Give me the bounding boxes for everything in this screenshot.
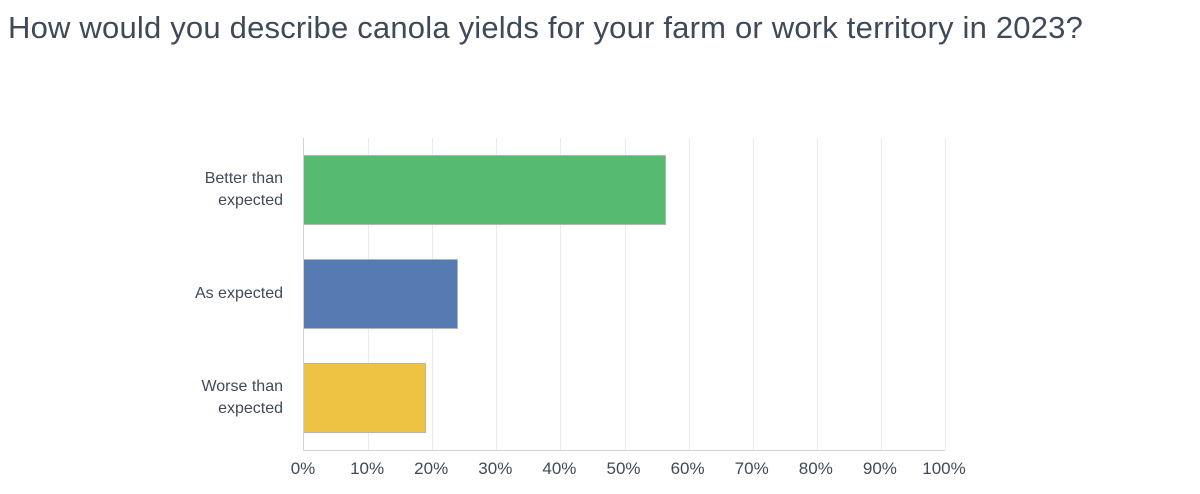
gridline bbox=[496, 138, 498, 450]
x-tick-label: 0% bbox=[290, 459, 316, 478]
gridline bbox=[560, 138, 562, 450]
chart-question-title: How would you describe canola yields for… bbox=[8, 10, 1084, 45]
x-tick-label: 20% bbox=[414, 459, 449, 478]
bar-worse-than-expected bbox=[304, 363, 426, 433]
gridline bbox=[688, 138, 690, 450]
category-label: Better than expected bbox=[204, 170, 283, 209]
x-tick-label: 30% bbox=[478, 459, 513, 478]
bar-better-than-expected bbox=[304, 155, 667, 225]
x-tick-label: 100% bbox=[922, 459, 966, 478]
category-label: As expected bbox=[194, 285, 283, 302]
x-tick-label: 40% bbox=[542, 459, 577, 478]
category-label: Worse than expected bbox=[201, 378, 283, 417]
x-tick-label: 80% bbox=[798, 459, 833, 478]
percent-axis: 0% 10% 20% 30% 40% 50% 60% 70% 80% 90% 100% bbox=[291, 459, 966, 483]
gridline bbox=[816, 138, 818, 450]
gridline bbox=[880, 138, 882, 450]
x-tick-label: 90% bbox=[862, 459, 897, 478]
bar-as-expected bbox=[304, 259, 458, 329]
x-tick-label: 10% bbox=[350, 459, 385, 478]
gridline bbox=[624, 138, 626, 450]
gridline bbox=[945, 138, 946, 450]
x-tick-label: 70% bbox=[734, 459, 769, 478]
plot-area bbox=[303, 138, 946, 451]
gridline bbox=[752, 138, 754, 450]
category-axis: Better than expected As expected Worse tha… bbox=[163, 138, 283, 450]
x-tick-label: 60% bbox=[670, 459, 705, 478]
x-tick-label: 50% bbox=[606, 459, 641, 478]
